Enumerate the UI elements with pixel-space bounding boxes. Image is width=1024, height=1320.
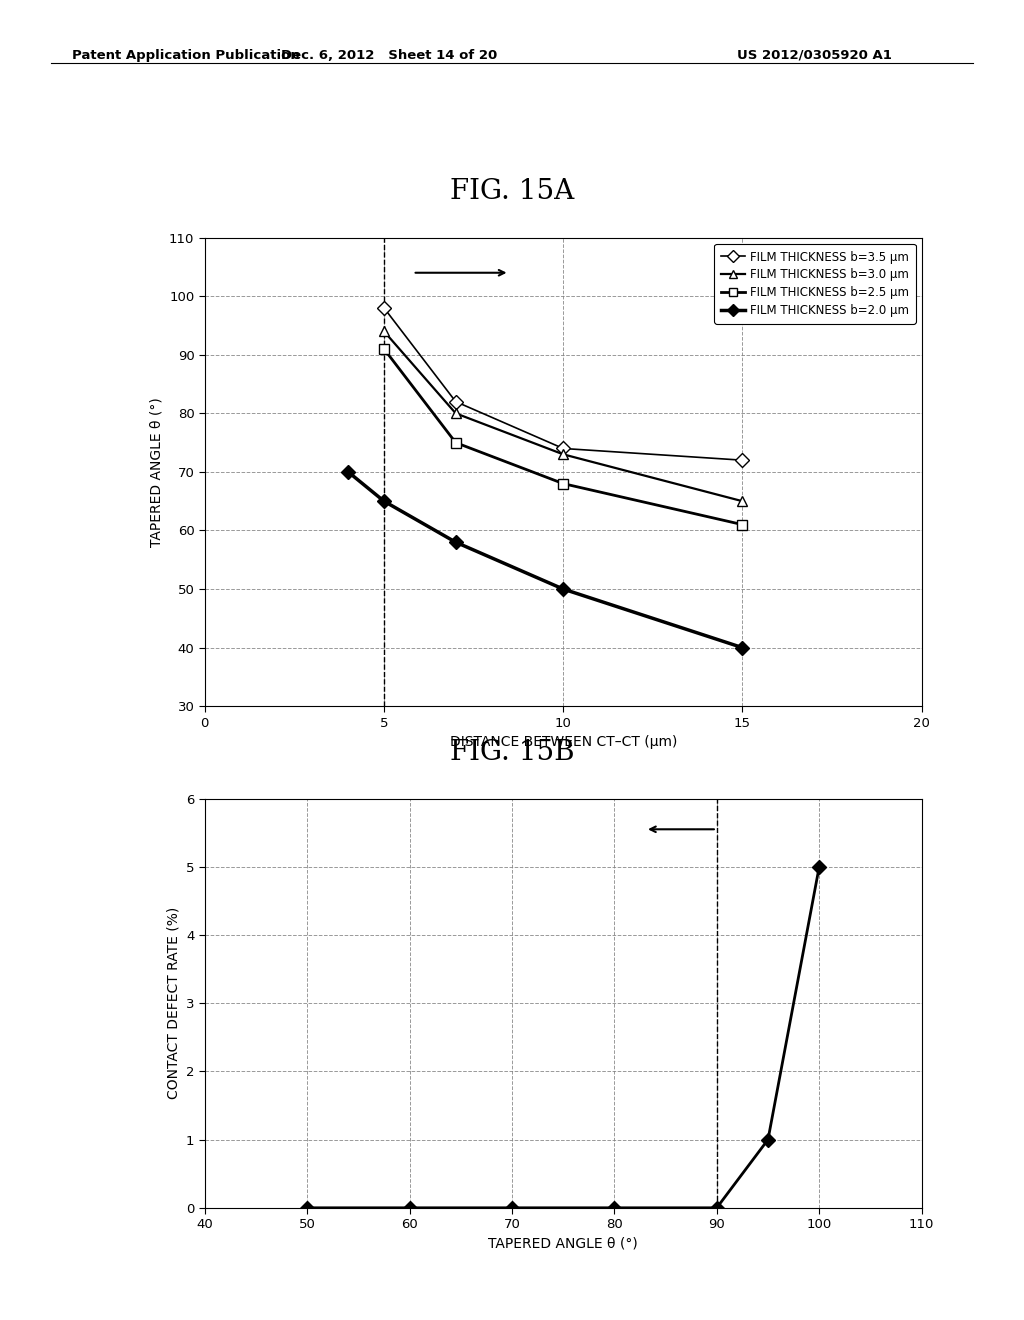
Text: FIG. 15B: FIG. 15B [450,739,574,766]
Y-axis label: CONTACT DEFECT RATE (%): CONTACT DEFECT RATE (%) [166,907,180,1100]
Legend: FILM THICKNESS b=3.5 μm, FILM THICKNESS b=3.0 μm, FILM THICKNESS b=2.5 μm, FILM : FILM THICKNESS b=3.5 μm, FILM THICKNESS … [714,243,915,323]
Text: US 2012/0305920 A1: US 2012/0305920 A1 [737,49,892,62]
Text: Dec. 6, 2012   Sheet 14 of 20: Dec. 6, 2012 Sheet 14 of 20 [281,49,498,62]
X-axis label: DISTANCE BETWEEN CT–CT (μm): DISTANCE BETWEEN CT–CT (μm) [450,735,677,750]
Text: FIG. 15A: FIG. 15A [450,178,574,205]
Y-axis label: TAPERED ANGLE θ (°): TAPERED ANGLE θ (°) [150,397,164,546]
Text: Patent Application Publication: Patent Application Publication [72,49,299,62]
X-axis label: TAPERED ANGLE θ (°): TAPERED ANGLE θ (°) [488,1237,638,1251]
